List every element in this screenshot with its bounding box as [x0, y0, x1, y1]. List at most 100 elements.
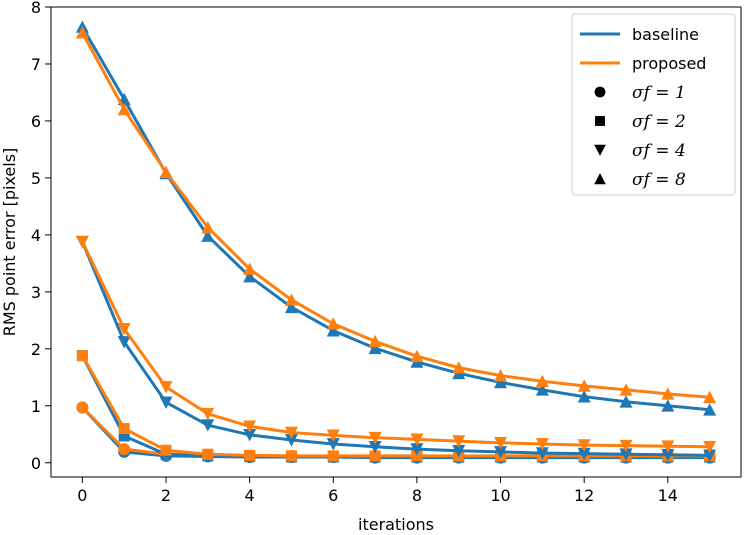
data-point: [452, 444, 466, 458]
x-tick-label: 10: [490, 486, 510, 505]
series-line: [81, 354, 710, 458]
data-point: [117, 336, 131, 349]
data-point: [202, 448, 214, 460]
data-point: [661, 387, 675, 400]
data-point: [703, 440, 717, 454]
x-tick-label: 0: [77, 486, 87, 505]
legend-sigma-label: σf = 2: [632, 112, 686, 132]
data-point: [117, 323, 131, 336]
data-point: [369, 450, 381, 462]
data-point: [284, 434, 298, 447]
data-point: [535, 438, 549, 451]
data-point: [535, 447, 549, 460]
data-point: [160, 444, 172, 456]
data-point: [619, 383, 633, 396]
data-point: [201, 220, 215, 234]
data-point: [285, 450, 297, 462]
data-point: [159, 165, 173, 179]
x-tick-label: 12: [574, 486, 594, 505]
y-axis: 0 1 2 3 4 5 6 7 8: [31, 0, 51, 473]
y-tick-label: 7: [31, 55, 41, 74]
data-point: [75, 26, 89, 39]
data-point: [619, 448, 633, 461]
data-point: [452, 435, 466, 448]
data-point: [368, 341, 382, 355]
data-point: [452, 361, 466, 374]
data-point: [535, 383, 549, 396]
series-line: [80, 241, 710, 457]
data-point: [201, 419, 215, 432]
plot-area: [75, 20, 717, 464]
data-point: [410, 443, 424, 456]
y-tick-label: 4: [31, 226, 41, 245]
x-tick-label: 4: [245, 486, 255, 505]
data-point: [368, 431, 382, 445]
legend-sigma-label: σf = 1: [632, 83, 686, 103]
data-point: [118, 443, 131, 456]
series-proposed-sigma-8: [75, 26, 717, 404]
y-tick-label: 2: [31, 340, 41, 359]
data-point: [494, 446, 508, 459]
data-point: [494, 375, 508, 389]
data-point: [410, 433, 424, 446]
data-point: [661, 448, 675, 462]
series-line: [81, 241, 710, 449]
data-point: [410, 349, 424, 363]
data-point: [411, 450, 423, 462]
data-point: [326, 429, 340, 442]
data-point: [284, 293, 298, 306]
series-proposed-sigma-4: [75, 235, 717, 454]
data-point: [117, 103, 131, 116]
y-tick-label: 1: [31, 397, 41, 416]
data-point: [76, 350, 88, 362]
data-point: [326, 317, 340, 330]
data-point: [284, 300, 298, 314]
x-tick-label: 8: [412, 486, 422, 505]
legend-triangle-down-marker: [594, 144, 606, 156]
legend-sigma-label: σf = 4: [632, 141, 686, 161]
data-point: [577, 447, 591, 461]
data-point: [494, 436, 508, 450]
data-point: [284, 426, 298, 440]
legend-circle-marker: [594, 86, 606, 98]
data-point: [535, 374, 549, 388]
series-line: [81, 26, 710, 412]
data-point: [368, 334, 382, 348]
series-line: [81, 31, 710, 399]
data-point: [577, 439, 591, 452]
axes-frame: [50, 6, 742, 478]
x-tick-label: 2: [161, 486, 171, 505]
legend: baseline proposed σf = 1 σf = 2 σf = 4 σf = 8: [571, 13, 736, 196]
data-point: [243, 420, 257, 433]
data-point: [201, 229, 215, 242]
data-point: [703, 390, 717, 404]
data-point: [619, 395, 633, 408]
legend-proposed-label: proposed: [632, 54, 706, 73]
legend-square-marker: [595, 116, 605, 126]
data-point: [703, 403, 717, 416]
data-point: [494, 369, 508, 382]
data-point: [201, 407, 215, 421]
data-point: [577, 390, 591, 403]
data-point: [118, 430, 130, 442]
data-point: [326, 438, 340, 451]
x-tick-label: 14: [658, 486, 678, 505]
data-point: [159, 396, 173, 409]
y-tick-label: 5: [31, 169, 41, 188]
data-point: [243, 262, 257, 275]
legend-sigma-label: σf = 8: [632, 170, 686, 190]
data-point: [327, 450, 339, 462]
data-point: [244, 449, 256, 461]
legend-box: [571, 13, 736, 196]
legend-triangle-up-marker: [594, 173, 606, 185]
data-point: [118, 423, 130, 435]
y-tick-label: 6: [31, 112, 41, 131]
x-axis-label: iterations: [358, 515, 434, 534]
data-point: [577, 379, 591, 392]
y-tick-label: 0: [31, 454, 41, 473]
y-axis-label: RMS point error [pixels]: [0, 148, 19, 337]
data-point: [661, 440, 675, 453]
data-point: [619, 439, 633, 453]
legend-baseline-label: baseline: [632, 25, 699, 44]
